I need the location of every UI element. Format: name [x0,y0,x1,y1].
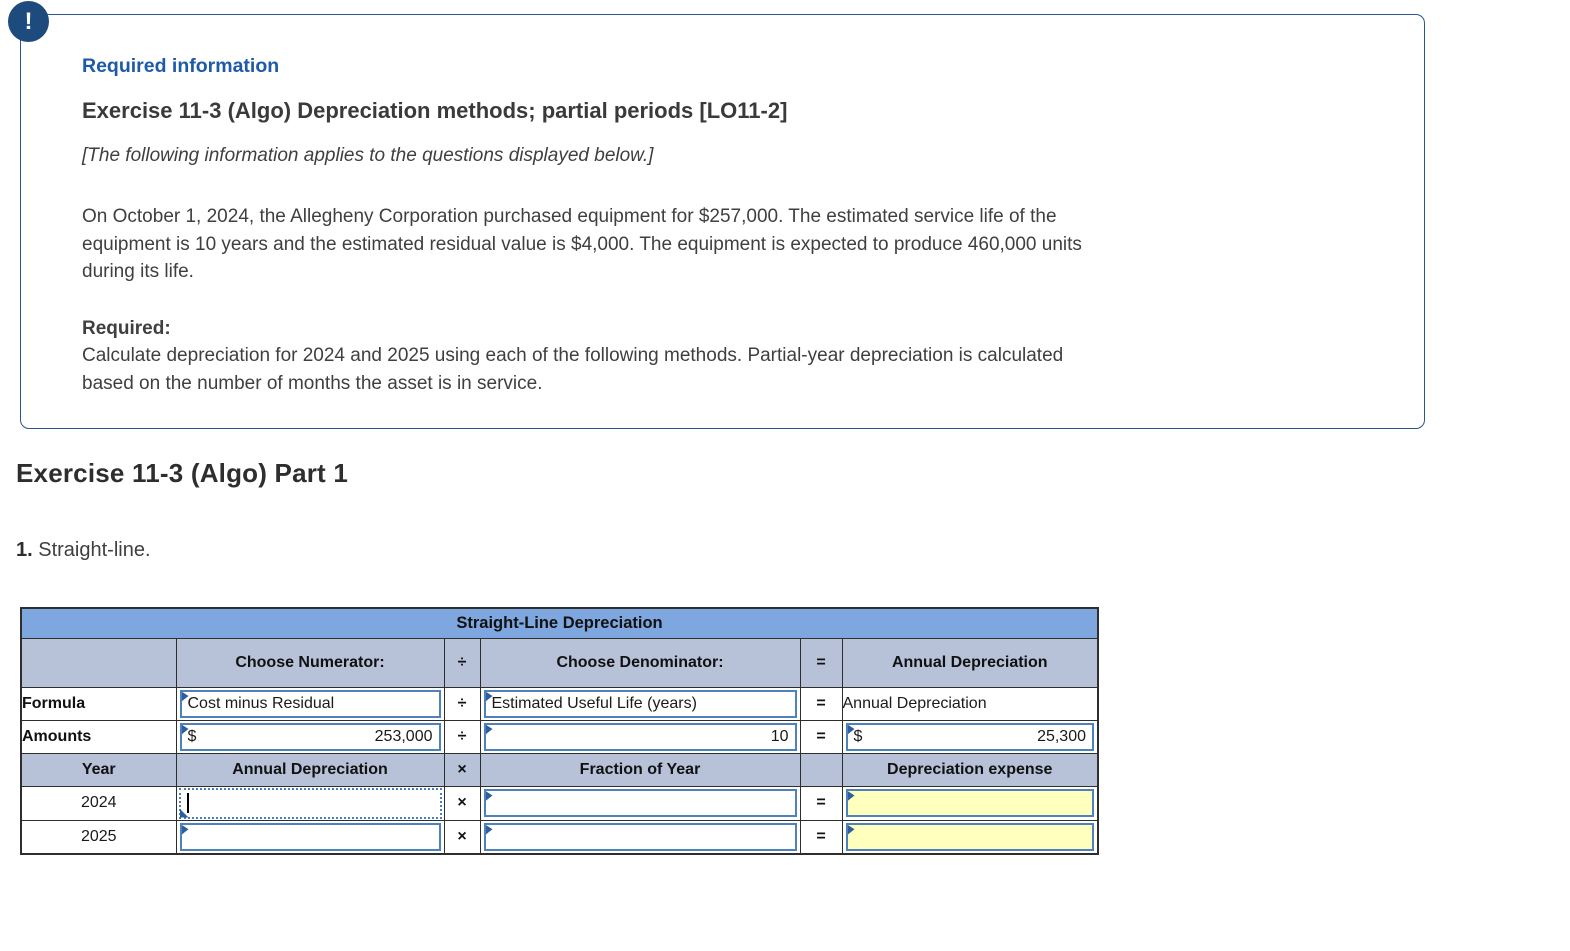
item-label: Straight-line. [32,539,151,561]
answer-flag-icon [847,791,855,801]
problem-statement: On October 1, 2024, the Allegheny Corpor… [82,203,1364,286]
choose-header-row: Choose Numerator: ÷ Choose Denominator: … [20,637,1099,688]
equals-sign: = [799,719,843,754]
fraction-of-year-col-header: Fraction of Year [479,752,801,787]
required-alert-icon: ! [8,1,49,42]
fraction-of-year-input-2024[interactable] [483,789,797,817]
formula-row-label: Formula [20,686,177,721]
depreciation-expense-col-header: Depreciation expense [841,752,1099,787]
answer-flag-icon [485,791,493,801]
required-information-card: Required information Exercise 11-3 (Algo… [20,14,1425,429]
answer-flag-icon [847,724,855,735]
required-information-kicker: Required information [82,55,280,77]
choose-numerator-header: Choose Numerator: [175,637,445,688]
currency-symbol: $ [187,727,197,745]
required-line: Calculate depreciation for 2024 and 2025… [82,345,1064,366]
table-row-2024: 2024 × = [20,785,1099,821]
method-item: 1. Straight-line. [16,539,151,562]
fraction-of-year-input-2025[interactable] [483,822,797,851]
choose-denominator-header: Choose Denominator: [479,637,801,688]
annual-depreciation-input-2024[interactable] [178,787,442,819]
answer-flag-icon [847,824,855,835]
depreciation-expense-cell-2024[interactable] [845,789,1094,817]
equals-sign: = [799,819,843,855]
depreciation-expense-cell-2025[interactable] [845,822,1094,851]
equals-sign: = [799,785,843,821]
answer-flag-icon [181,824,189,835]
numerator-formula-value: Cost minus Residual [187,694,335,712]
part-heading: Exercise 11-3 (Algo) Part 1 [16,458,348,488]
blank-header-cell [20,637,177,688]
annual-depreciation-input-2025[interactable] [179,822,441,851]
numerator-amount-value: 253,000 [374,727,433,745]
table-title: Straight-Line Depreciation [20,607,1099,639]
annual-depreciation-amount: $ 25,300 [845,722,1094,751]
equals-sign: = [799,686,843,721]
answer-flag-icon [179,808,189,818]
text-cursor [186,793,189,813]
denominator-formula-value: Estimated Useful Life (years) [491,694,697,712]
formula-row: Formula Cost minus Residual ÷ Estimated … [20,686,1099,721]
equals-sign: = [799,637,843,688]
table-title-row: Straight-Line Depreciation [20,607,1099,639]
blank-header-cell [799,752,843,787]
annual-depreciation-header: Annual Depreciation [841,637,1099,688]
annual-depreciation-value: 25,300 [1037,727,1086,745]
year-header: Year [20,752,177,787]
divide-sign: ÷ [443,719,481,754]
required-block: Required: Calculate depreciation for 202… [82,315,1364,398]
currency-symbol: $ [853,727,863,745]
exercise-title: Exercise 11-3 (Algo) Depreciation method… [82,98,788,123]
amounts-row: Amounts $ 253,000 ÷ 10 = $ 25,300 [20,719,1099,754]
multiply-sign: × [443,785,481,821]
formula-result-label: Annual Depreciation [841,686,1099,721]
answer-flag-icon [485,824,493,835]
paragraph-line: during its life. [82,261,194,282]
multiply-sign: × [443,752,481,787]
answer-flag-icon [181,691,189,702]
divide-sign: ÷ [443,637,481,688]
applies-note: [The following information applies to th… [82,145,654,166]
straight-line-depreciation-table: Straight-Line Depreciation Choose Numera… [20,607,1099,855]
answer-flag-icon [485,724,493,735]
item-number: 1. [16,539,33,561]
multiply-sign: × [443,819,481,855]
answer-flag-icon [181,724,189,735]
required-label: Required: [82,317,171,339]
year-label: 2024 [20,785,177,821]
required-line: based on the number of months the asset … [82,372,543,394]
year-label: 2025 [20,819,177,855]
table-row-2025: 2025 × = [20,819,1099,855]
amounts-row-label: Amounts [20,719,177,754]
paragraph-line: On October 1, 2024, the Allegheny Corpor… [82,206,1057,227]
year-header-row: Year Annual Depreciation × Fraction of Y… [20,752,1099,787]
denominator-amount-input[interactable]: 10 [483,722,797,751]
numerator-amount-input[interactable]: $ 253,000 [179,722,441,751]
paragraph-line: equipment is 10 years and the estimated … [82,233,1082,255]
divide-sign: ÷ [443,686,481,721]
answer-flag-icon [485,691,493,702]
annual-depreciation-col-header: Annual Depreciation [175,752,445,787]
exclamation-icon: ! [24,7,33,35]
denominator-amount-value: 10 [770,727,789,745]
denominator-formula-select[interactable]: Estimated Useful Life (years) [483,689,797,718]
numerator-formula-select[interactable]: Cost minus Residual [179,689,441,718]
